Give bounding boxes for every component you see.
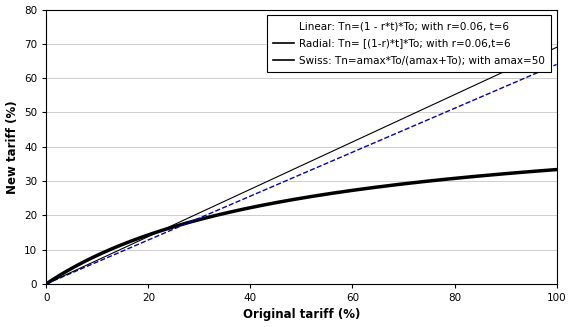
Y-axis label: New tariff (%): New tariff (%): [6, 100, 18, 194]
X-axis label: Original tariff (%): Original tariff (%): [243, 308, 360, 321]
Legend: Linear: Tn=(1 - r*t)*To; with r=0.06, t=6, Radial: Tn= [(1-r)*t]*To; with r=0.06: Linear: Tn=(1 - r*t)*To; with r=0.06, t=…: [267, 15, 551, 72]
